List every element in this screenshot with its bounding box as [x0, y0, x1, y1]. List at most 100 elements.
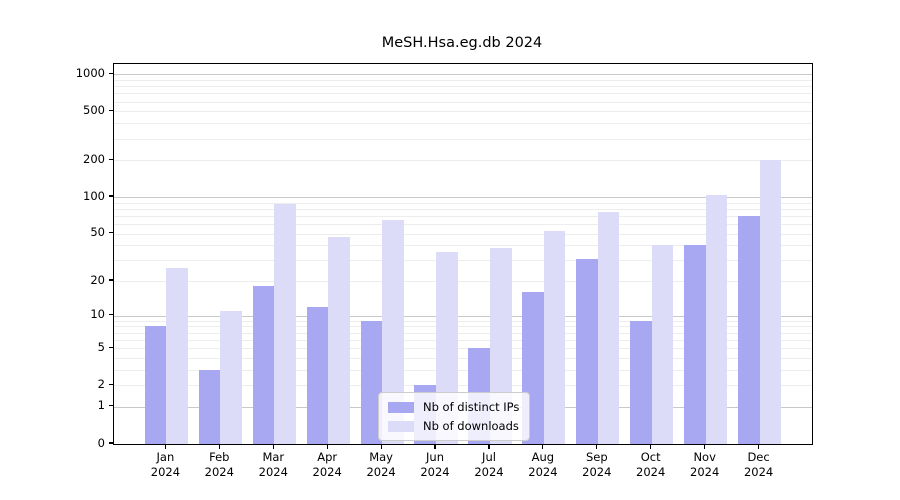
x-tick-year-nov: 2024 [690, 465, 720, 479]
minor-gridline-700 [114, 93, 812, 95]
minor-gridline-20 [114, 281, 812, 282]
minor-gridline-8 [114, 326, 812, 328]
legend-swatch-distinct-ips [388, 401, 414, 413]
minor-gridline-300 [114, 138, 812, 140]
x-tick-label-feb: Feb 2024 [189, 450, 249, 480]
y-tick-2 [109, 383, 113, 385]
x-tick-month-mar: Mar [262, 450, 285, 464]
y-tick-0 [109, 442, 113, 444]
y-tick-1000 [109, 72, 113, 74]
bar-downloads-nov [705, 195, 728, 444]
legend-label-downloads: Nb of downloads [423, 419, 519, 433]
x-tick-feb [218, 444, 220, 449]
bar-downloads-may [382, 219, 404, 444]
x-tick-jul [488, 444, 490, 449]
x-tick-year-jul: 2024 [474, 465, 504, 479]
minor-gridline-500 [114, 111, 812, 113]
x-tick-year-sep: 2024 [582, 465, 612, 479]
x-tick-month-feb: Feb [209, 450, 230, 464]
x-tick-label-jul: Jul 2024 [459, 450, 519, 480]
major-gridline-10 [114, 315, 812, 317]
x-tick-month-apr: Apr [317, 450, 338, 464]
y-tick-label-200: 200 [83, 151, 105, 166]
bar-distinct-ips-apr [306, 306, 329, 444]
y-tick-label-0: 0 [97, 435, 105, 450]
x-tick-may [380, 444, 382, 449]
x-tick-month-jul: Jul [482, 450, 496, 464]
x-tick-year-dec: 2024 [743, 465, 774, 479]
minor-gridline-200 [114, 160, 812, 162]
minor-gridline-2 [114, 385, 812, 387]
x-tick-label-aug: Aug 2024 [513, 450, 573, 480]
y-tick-10 [109, 314, 113, 316]
y-tick-1 [109, 405, 113, 407]
y-tick-label-500: 500 [83, 102, 105, 117]
bar-distinct-ips-dec [738, 215, 760, 444]
bar-distinct-ips-may [360, 320, 383, 444]
y-tick-200 [109, 158, 113, 160]
bar-distinct-ips-nov [684, 245, 706, 444]
x-tick-sep [596, 444, 598, 449]
x-tick-year-feb: 2024 [204, 465, 234, 479]
legend: Nb of distinct IPs Nb of downloads [378, 392, 531, 441]
x-tick-label-jun: Jun 2024 [405, 450, 465, 480]
x-tick-jan [164, 444, 166, 449]
x-tick-year-oct: 2024 [636, 465, 666, 479]
y-tick-label-10: 10 [90, 307, 105, 322]
x-tick-label-nov: Nov 2024 [675, 450, 735, 480]
x-tick-month-oct: Oct [640, 450, 661, 464]
bar-distinct-ips-feb [198, 369, 221, 444]
x-tick-month-aug: Aug [531, 450, 555, 464]
bar-downloads-sep [597, 211, 620, 444]
x-tick-month-sep: Sep [585, 450, 608, 464]
x-tick-label-sep: Sep 2024 [567, 450, 627, 480]
bar-downloads-apr [328, 236, 350, 444]
x-tick-label-oct: Oct 2024 [621, 450, 681, 480]
x-tick-month-jun: Jun [426, 450, 444, 464]
y-tick-label-20: 20 [90, 272, 105, 287]
legend-swatch-downloads [388, 420, 414, 432]
minor-gridline-80 [114, 208, 812, 210]
bar-downloads-aug [543, 230, 566, 444]
minor-gridline-5 [114, 348, 812, 350]
minor-gridline-9 [114, 320, 812, 322]
x-tick-month-may: May [369, 450, 393, 464]
x-tick-year-apr: 2024 [312, 465, 342, 479]
y-tick-label-1000: 1000 [75, 65, 105, 80]
bar-downloads-mar [274, 203, 296, 444]
y-tick-50 [109, 231, 113, 234]
bar-downloads-dec [759, 160, 782, 444]
minor-gridline-50 [114, 233, 812, 235]
minor-gridline-900 [114, 79, 812, 81]
minor-gridline-6 [114, 339, 812, 341]
x-tick-label-mar: Mar 2024 [243, 450, 303, 480]
y-tick-500 [109, 109, 113, 111]
x-tick-month-dec: Dec [747, 450, 770, 464]
y-tick-label-100: 100 [83, 188, 105, 203]
x-tick-year-may: 2024 [366, 465, 396, 479]
x-tick-year-aug: 2024 [528, 465, 558, 479]
bar-downloads-feb [220, 311, 242, 444]
bar-downloads-oct [651, 245, 674, 444]
chart-title: MeSH.Hsa.eg.db 2024 [381, 35, 543, 51]
x-tick-jun [434, 444, 436, 449]
minor-gridline-800 [114, 86, 812, 88]
bar-distinct-ips-sep [576, 258, 598, 444]
x-tick-year-jun: 2024 [420, 465, 450, 479]
y-tick-label-1: 1 [97, 398, 105, 413]
minor-gridline-3 [114, 369, 812, 371]
x-tick-dec [758, 444, 760, 449]
x-tick-label-may: May 2024 [351, 450, 411, 480]
x-tick-label-apr: Apr 2024 [297, 450, 357, 480]
major-gridline-1000 [114, 74, 812, 76]
legend-item-downloads: Nb of downloads [388, 418, 519, 434]
minor-gridline-4 [114, 357, 812, 359]
minor-gridline-90 [114, 202, 812, 204]
minor-gridline-40 [114, 245, 812, 247]
y-tick-5 [109, 346, 113, 348]
legend-item-distinct-ips: Nb of distinct IPs [388, 399, 519, 415]
y-tick-20 [109, 279, 113, 281]
minor-gridline-60 [114, 224, 812, 225]
x-tick-month-nov: Nov [693, 450, 716, 464]
